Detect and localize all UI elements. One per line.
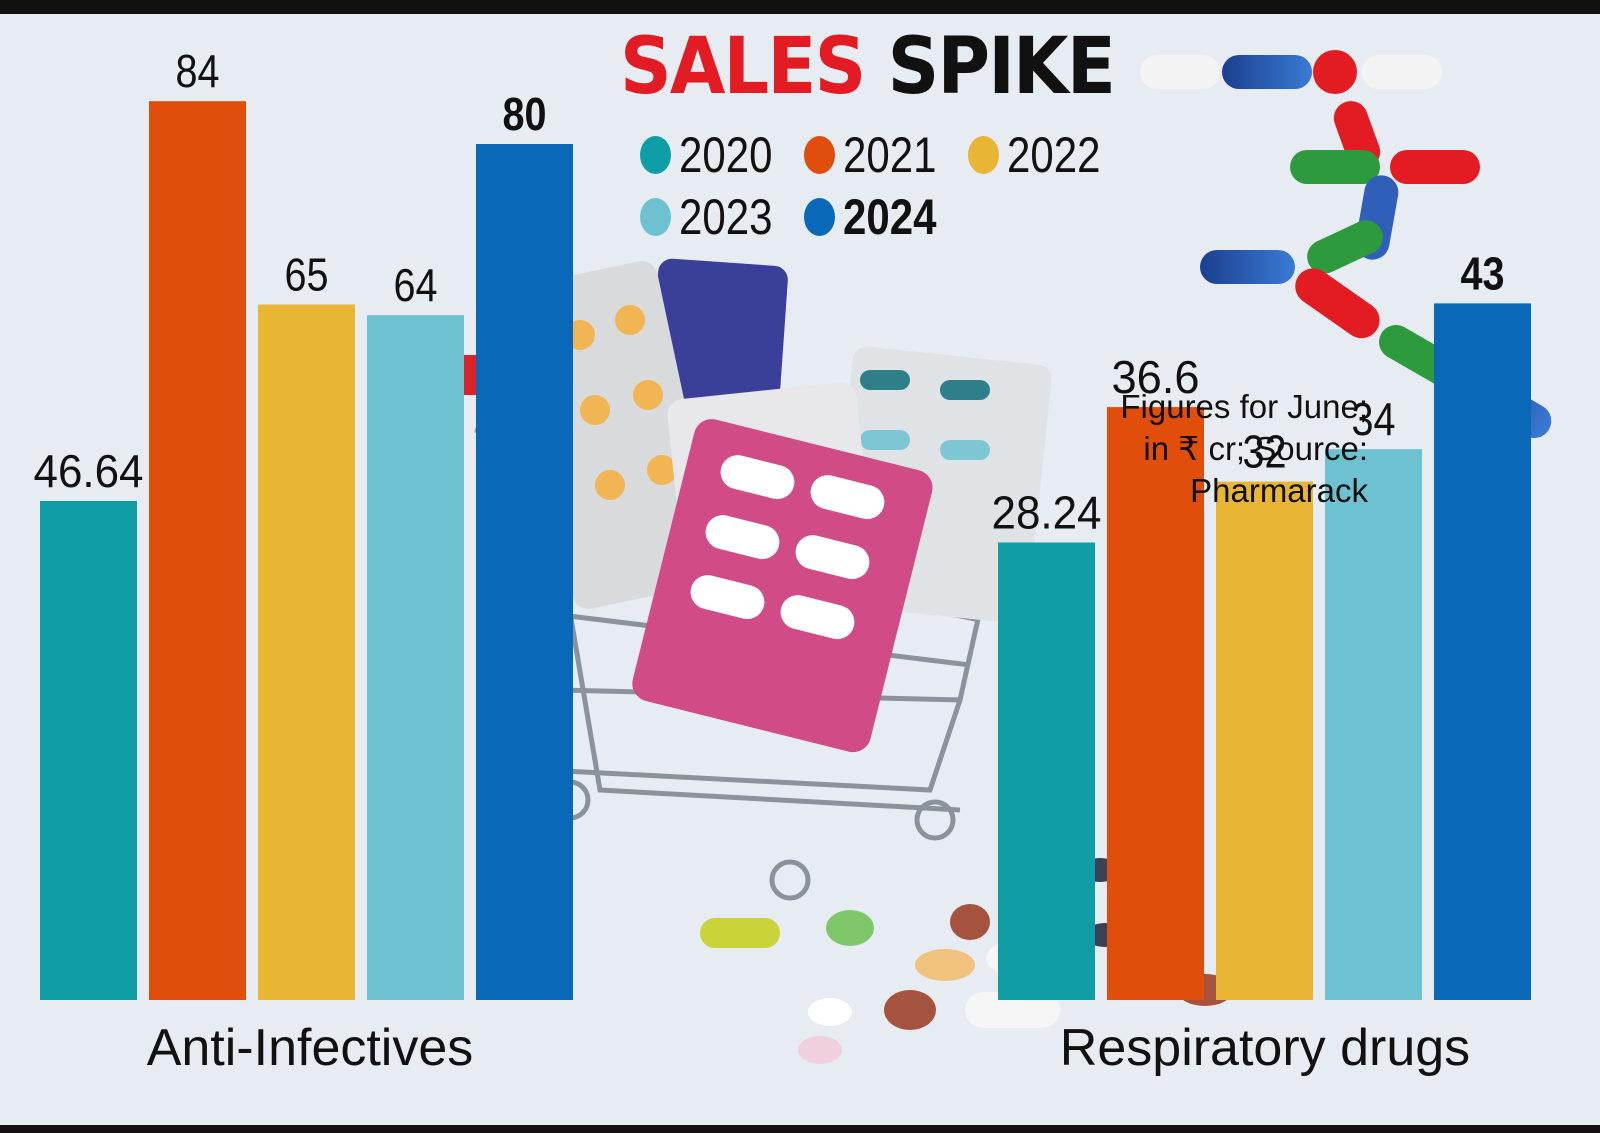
- value-label-2023-1: 34: [1352, 393, 1396, 445]
- legend-label-2024: 2024: [842, 189, 937, 245]
- legend-label-2023: 2023: [678, 189, 773, 245]
- value-label-2021-1: 36.6: [1112, 351, 1200, 403]
- bar-2024-1: [1434, 303, 1531, 1000]
- legend-item-2020: 2020: [640, 130, 790, 180]
- title-part1: SALES: [620, 22, 866, 112]
- legend-item-2021: 2021: [804, 130, 954, 180]
- bar-2020-0: [40, 500, 137, 1000]
- legend-swatch-2021: [804, 136, 835, 174]
- legend-swatch-2022: [968, 136, 999, 174]
- value-label-2022-0: 65: [285, 249, 329, 301]
- source-note: Figures for June; in ₹ cr; Source: Pharm…: [1120, 388, 1368, 509]
- legend-swatch-2020: [640, 136, 671, 174]
- bar-2021-0: [149, 101, 246, 1000]
- legend-item-2024: 2024: [804, 192, 954, 242]
- bar-2023-1: [1325, 449, 1422, 1000]
- legend: 2020 2021 2022 2023 2024: [640, 130, 1160, 242]
- bar-2023-0: [367, 315, 464, 1000]
- bar-2024-0: [476, 144, 573, 1000]
- legend-swatch-2023: [640, 198, 671, 236]
- category-label-1: Respiratory drugs: [1060, 1019, 1470, 1077]
- value-label-2021-0: 84: [176, 45, 220, 97]
- top-border: [0, 0, 1600, 14]
- legend-swatch-2024: [804, 198, 835, 236]
- chart-title: SALES SPIKE: [620, 28, 1116, 106]
- value-label-2020-0: 46.64: [34, 445, 144, 497]
- legend-label-2022: 2022: [1006, 127, 1101, 183]
- value-label-2024-1: 43: [1461, 247, 1505, 299]
- value-label-2023-0: 64: [394, 259, 438, 311]
- value-label-2022-1: 32: [1243, 426, 1287, 478]
- bottom-border: [0, 1125, 1600, 1133]
- title-part2: SPIKE: [887, 22, 1116, 112]
- legend-item-2022: 2022: [968, 130, 1118, 180]
- bars: [40, 101, 1531, 1001]
- bar-2022-1: [1216, 481, 1313, 1001]
- legend-label-2020: 2020: [678, 127, 773, 183]
- bar-2022-0: [258, 304, 355, 1000]
- capsules-icon: [1140, 50, 1552, 438]
- bar-2020-1: [998, 542, 1095, 1000]
- value-label-2020-1: 28.24: [992, 487, 1102, 539]
- pharmacy-decoration: [430, 50, 1552, 1064]
- value-labels: 46.64 84 65 64 80 28.24 36.6 32 34 43: [34, 45, 1505, 538]
- legend-item-2023: 2023: [640, 192, 790, 242]
- category-label-0: Anti-Infectives: [147, 1019, 474, 1077]
- bar-2021-1: [1107, 407, 1204, 1001]
- category-labels: Anti-Infectives Respiratory drugs: [147, 1019, 1470, 1077]
- blister-pack-icon: [510, 258, 1052, 753]
- value-label-2024-0: 80: [503, 88, 547, 140]
- legend-label-2021: 2021: [842, 127, 937, 183]
